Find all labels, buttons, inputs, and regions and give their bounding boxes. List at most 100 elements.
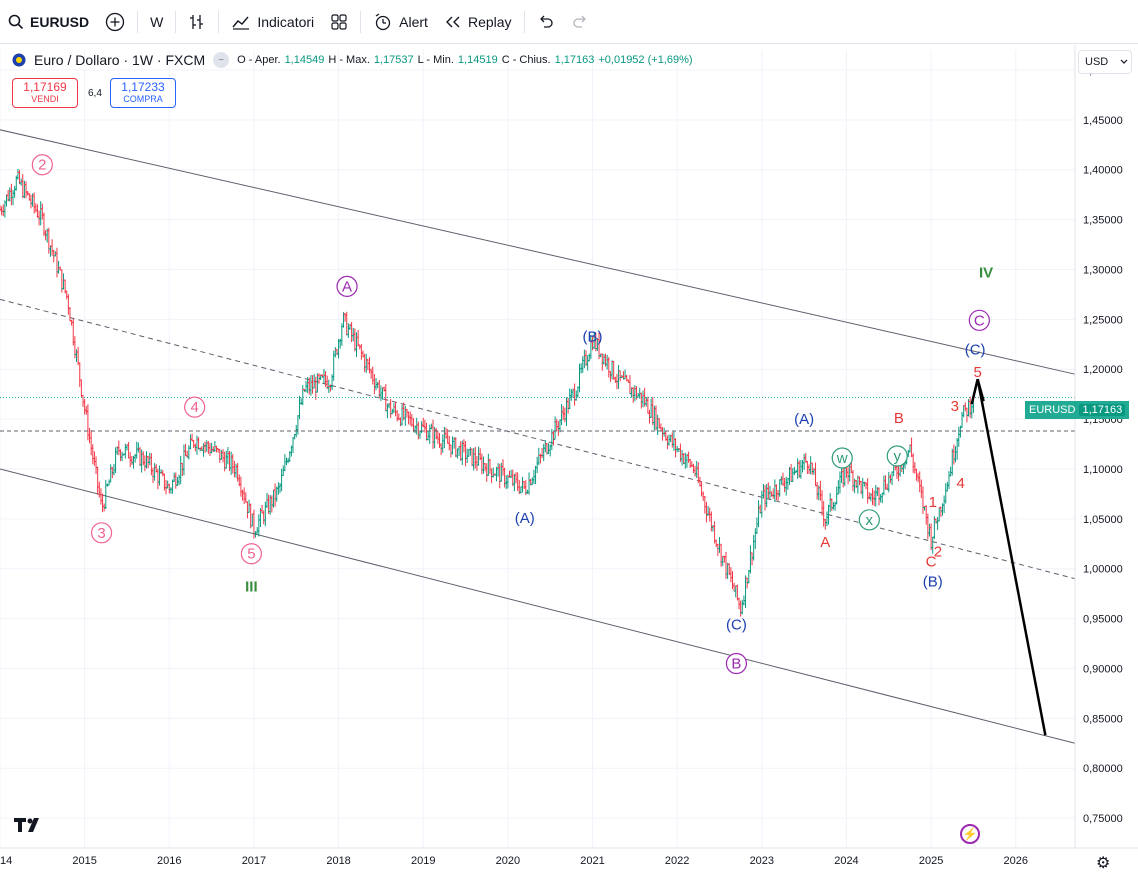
grid-icon bbox=[331, 13, 347, 30]
toolbar-divider bbox=[523, 10, 525, 33]
wave-label: 5 bbox=[247, 546, 255, 563]
forecast-arrow-head bbox=[970, 378, 979, 405]
wave-label: (C) bbox=[965, 341, 986, 358]
price-bars bbox=[0, 168, 976, 617]
flag-icon bbox=[12, 53, 26, 67]
redo-button[interactable] bbox=[563, 0, 597, 44]
wave-label: 3 bbox=[97, 525, 105, 542]
compare-button[interactable] bbox=[97, 0, 133, 44]
tradingview-logo bbox=[14, 816, 46, 840]
open-value: 1,14549 bbox=[284, 54, 325, 66]
currency-selector[interactable]: USD bbox=[1078, 50, 1132, 74]
gear-icon[interactable]: ⚙ bbox=[1096, 855, 1111, 872]
chart-legend: Euro / Dollaro · 1W · FXCM − O - Aper. 1… bbox=[12, 52, 693, 68]
undo-button[interactable] bbox=[529, 0, 563, 44]
interval-label: W bbox=[150, 13, 164, 30]
wave-label: B bbox=[731, 655, 741, 672]
wave-label-circle bbox=[886, 445, 908, 467]
last-price-tag: EURUSD 1,17163 bbox=[1025, 401, 1130, 419]
price-tick-label: 0,85000 bbox=[1083, 713, 1123, 725]
undo-icon bbox=[539, 15, 553, 28]
layouts-button[interactable] bbox=[322, 0, 356, 44]
price-tick-label: 0,90000 bbox=[1083, 663, 1123, 675]
time-tick-label: 2022 bbox=[665, 855, 689, 867]
chart-type-button[interactable] bbox=[180, 0, 214, 44]
axes: 1,500001,450001,400001,350001,300001,250… bbox=[0, 45, 1138, 879]
time-tick-label: 2021 bbox=[580, 855, 604, 867]
wave-label-circle bbox=[725, 652, 748, 675]
channel-lower bbox=[0, 468, 1076, 744]
rewind-icon bbox=[445, 16, 460, 27]
close-value: 1,17163 bbox=[554, 54, 595, 66]
price-tick-label: 1,45000 bbox=[1083, 115, 1123, 127]
open-label: O - Aper. bbox=[237, 54, 281, 66]
wave-label: (B) bbox=[583, 328, 603, 345]
indicators-button[interactable]: Indicatori bbox=[223, 0, 322, 44]
interval-button[interactable]: W bbox=[142, 0, 171, 44]
add-icon bbox=[105, 12, 125, 31]
wave-label: A bbox=[342, 278, 352, 295]
high-value: 1,17537 bbox=[373, 54, 414, 66]
wave-label: x bbox=[866, 512, 874, 529]
wave-label: y bbox=[893, 448, 901, 465]
ohlc-values: O - Aper. 1,14549 H - Max. 1,17537 L - M… bbox=[237, 54, 692, 66]
more-icon[interactable]: − bbox=[213, 52, 230, 68]
time-tick-label: 2016 bbox=[157, 855, 181, 867]
price-tick-label: 1,30000 bbox=[1083, 264, 1123, 276]
indicators-label: Indicatori bbox=[257, 13, 315, 30]
buy-price: 1,17233 bbox=[121, 80, 165, 94]
low-label: L - Min. bbox=[417, 54, 454, 66]
symbol-label: EURUSD bbox=[30, 13, 90, 30]
indicators-icon bbox=[232, 16, 250, 30]
wave-label: C bbox=[926, 554, 937, 571]
bars-icon bbox=[190, 14, 204, 29]
change-value: +0,01952 (+1,69%) bbox=[598, 54, 693, 66]
reference-lines bbox=[0, 378, 1075, 736]
lightning-icon[interactable]: ⚡ bbox=[960, 824, 980, 844]
price-tick-label: 1,05000 bbox=[1083, 514, 1123, 526]
wave-label: 2 bbox=[934, 544, 942, 561]
price-chart[interactable]: 2 3 4 5 III A (A) (B) (C) B (A) Aw x y B C (B) 1 2 3 4 5 (C) C I… bbox=[0, 45, 1138, 879]
wave-label-circle bbox=[240, 543, 262, 565]
buy-label: COMPRA bbox=[123, 94, 163, 104]
wave-label-circle bbox=[336, 275, 358, 298]
sell-price: 1,17169 bbox=[23, 80, 67, 94]
time-tick-label: 2018 bbox=[326, 855, 350, 867]
symbol-search[interactable]: EURUSD bbox=[0, 0, 97, 44]
price-tick-label: 1,25000 bbox=[1083, 314, 1123, 326]
wave-label: (B) bbox=[923, 574, 943, 591]
time-tick-label: 2025 bbox=[919, 855, 943, 867]
search-icon bbox=[8, 14, 24, 29]
chevron-down-icon bbox=[1120, 59, 1128, 64]
toolbar-divider bbox=[175, 10, 177, 33]
symbol-title[interactable]: Euro / Dollaro · 1W · FXCM bbox=[34, 52, 206, 68]
price-tag-symbol: EURUSD bbox=[1029, 404, 1076, 416]
spread-value: 6,4 bbox=[88, 88, 102, 99]
replay-button[interactable]: Replay bbox=[436, 0, 520, 44]
ohlc-bar bbox=[865, 478, 870, 504]
wave-label: 3 bbox=[951, 398, 959, 415]
time-tick-label: 2026 bbox=[1004, 855, 1028, 867]
toolbar-divider bbox=[218, 10, 220, 33]
alert-button[interactable]: Alert bbox=[365, 0, 436, 44]
wave-label: IV bbox=[979, 264, 993, 281]
wave-label: B bbox=[894, 410, 904, 427]
time-tick-label: 2024 bbox=[834, 855, 858, 867]
wave-label: III bbox=[245, 579, 258, 596]
high-label: H - Max. bbox=[328, 54, 370, 66]
price-tick-label: 1,10000 bbox=[1083, 464, 1123, 476]
time-tick-label: 2019 bbox=[411, 855, 435, 867]
toolbar-divider bbox=[360, 10, 362, 33]
wave-label-circle bbox=[184, 396, 206, 418]
wave-label-circle bbox=[90, 522, 113, 544]
time-tick-label: 2017 bbox=[242, 855, 266, 867]
price-tick-label: 0,80000 bbox=[1083, 763, 1123, 775]
price-tick-label: 0,95000 bbox=[1083, 614, 1123, 626]
top-toolbar: EURUSD W Indicatori Alert Replay bbox=[0, 0, 1138, 44]
buy-button[interactable]: 1,17233 COMPRA bbox=[110, 78, 176, 108]
sell-button[interactable]: 1,17169 VENDI bbox=[12, 78, 78, 108]
price-axis-panel bbox=[1075, 45, 1138, 879]
wave-label: (C) bbox=[726, 617, 747, 634]
wave-label: 1 bbox=[929, 494, 937, 511]
time-tick-label: 2020 bbox=[496, 855, 520, 867]
